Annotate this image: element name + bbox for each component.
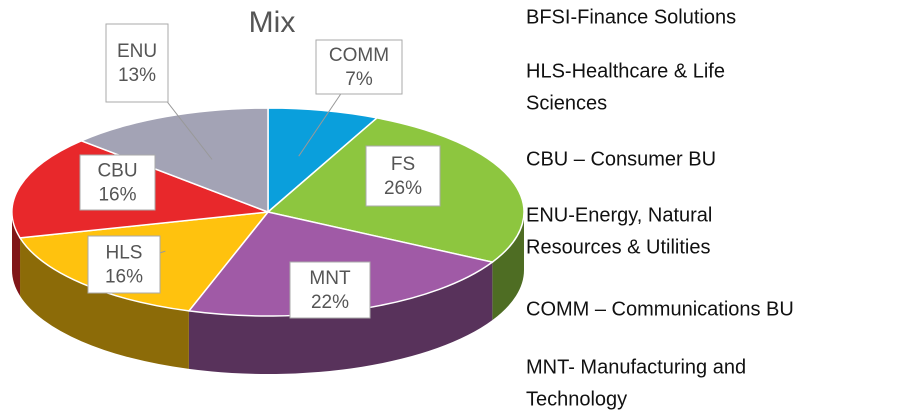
callout: MNT 22% [289,261,371,319]
callout: ENU 13% [105,23,213,160]
note-text: BFSI-Finance Solutions [526,6,736,28]
note-text: Sciences [526,92,607,114]
callout-value: 16% [105,267,143,288]
callout: CBU 16% [79,154,156,211]
note-text: Resources & Utilities [526,236,711,258]
callout-value: 13% [118,65,156,86]
callout-value: 7% [345,69,373,90]
slice-side [12,212,21,296]
note-text: Technology [526,388,627,410]
callout-value: 26% [384,178,422,199]
slice [267,107,379,214]
callout-category: HLS [106,243,143,264]
callout-category: FS [391,154,415,175]
callout: FS 26% [365,145,441,207]
note-text: ENU-Energy, Natural [526,204,712,226]
callout-value: 22% [311,292,349,313]
callout-category: CBU [97,161,137,182]
note-text: HLS-Healthcare & Life [526,60,725,82]
callout-category: COMM [329,45,389,66]
callout-box [79,154,156,211]
callout-box [105,23,169,103]
note-text: MNT- Manufacturing and [526,356,746,378]
callout-box [365,145,441,207]
callout: COMM 7% [298,39,403,157]
callout-box [289,261,371,319]
callout-box [87,235,161,294]
note-text: COMM – Communications BU [526,298,794,320]
callout-category: ENU [117,41,157,62]
chart-title: Mix [249,6,296,39]
callout-category: MNT [309,268,351,289]
callout-value: 16% [98,185,136,206]
callout: HLS 16% [87,235,166,294]
slice [79,107,269,214]
note-text: CBU – Consumer BU [526,148,716,170]
callout-box [315,39,403,95]
slice-side [20,237,189,369]
